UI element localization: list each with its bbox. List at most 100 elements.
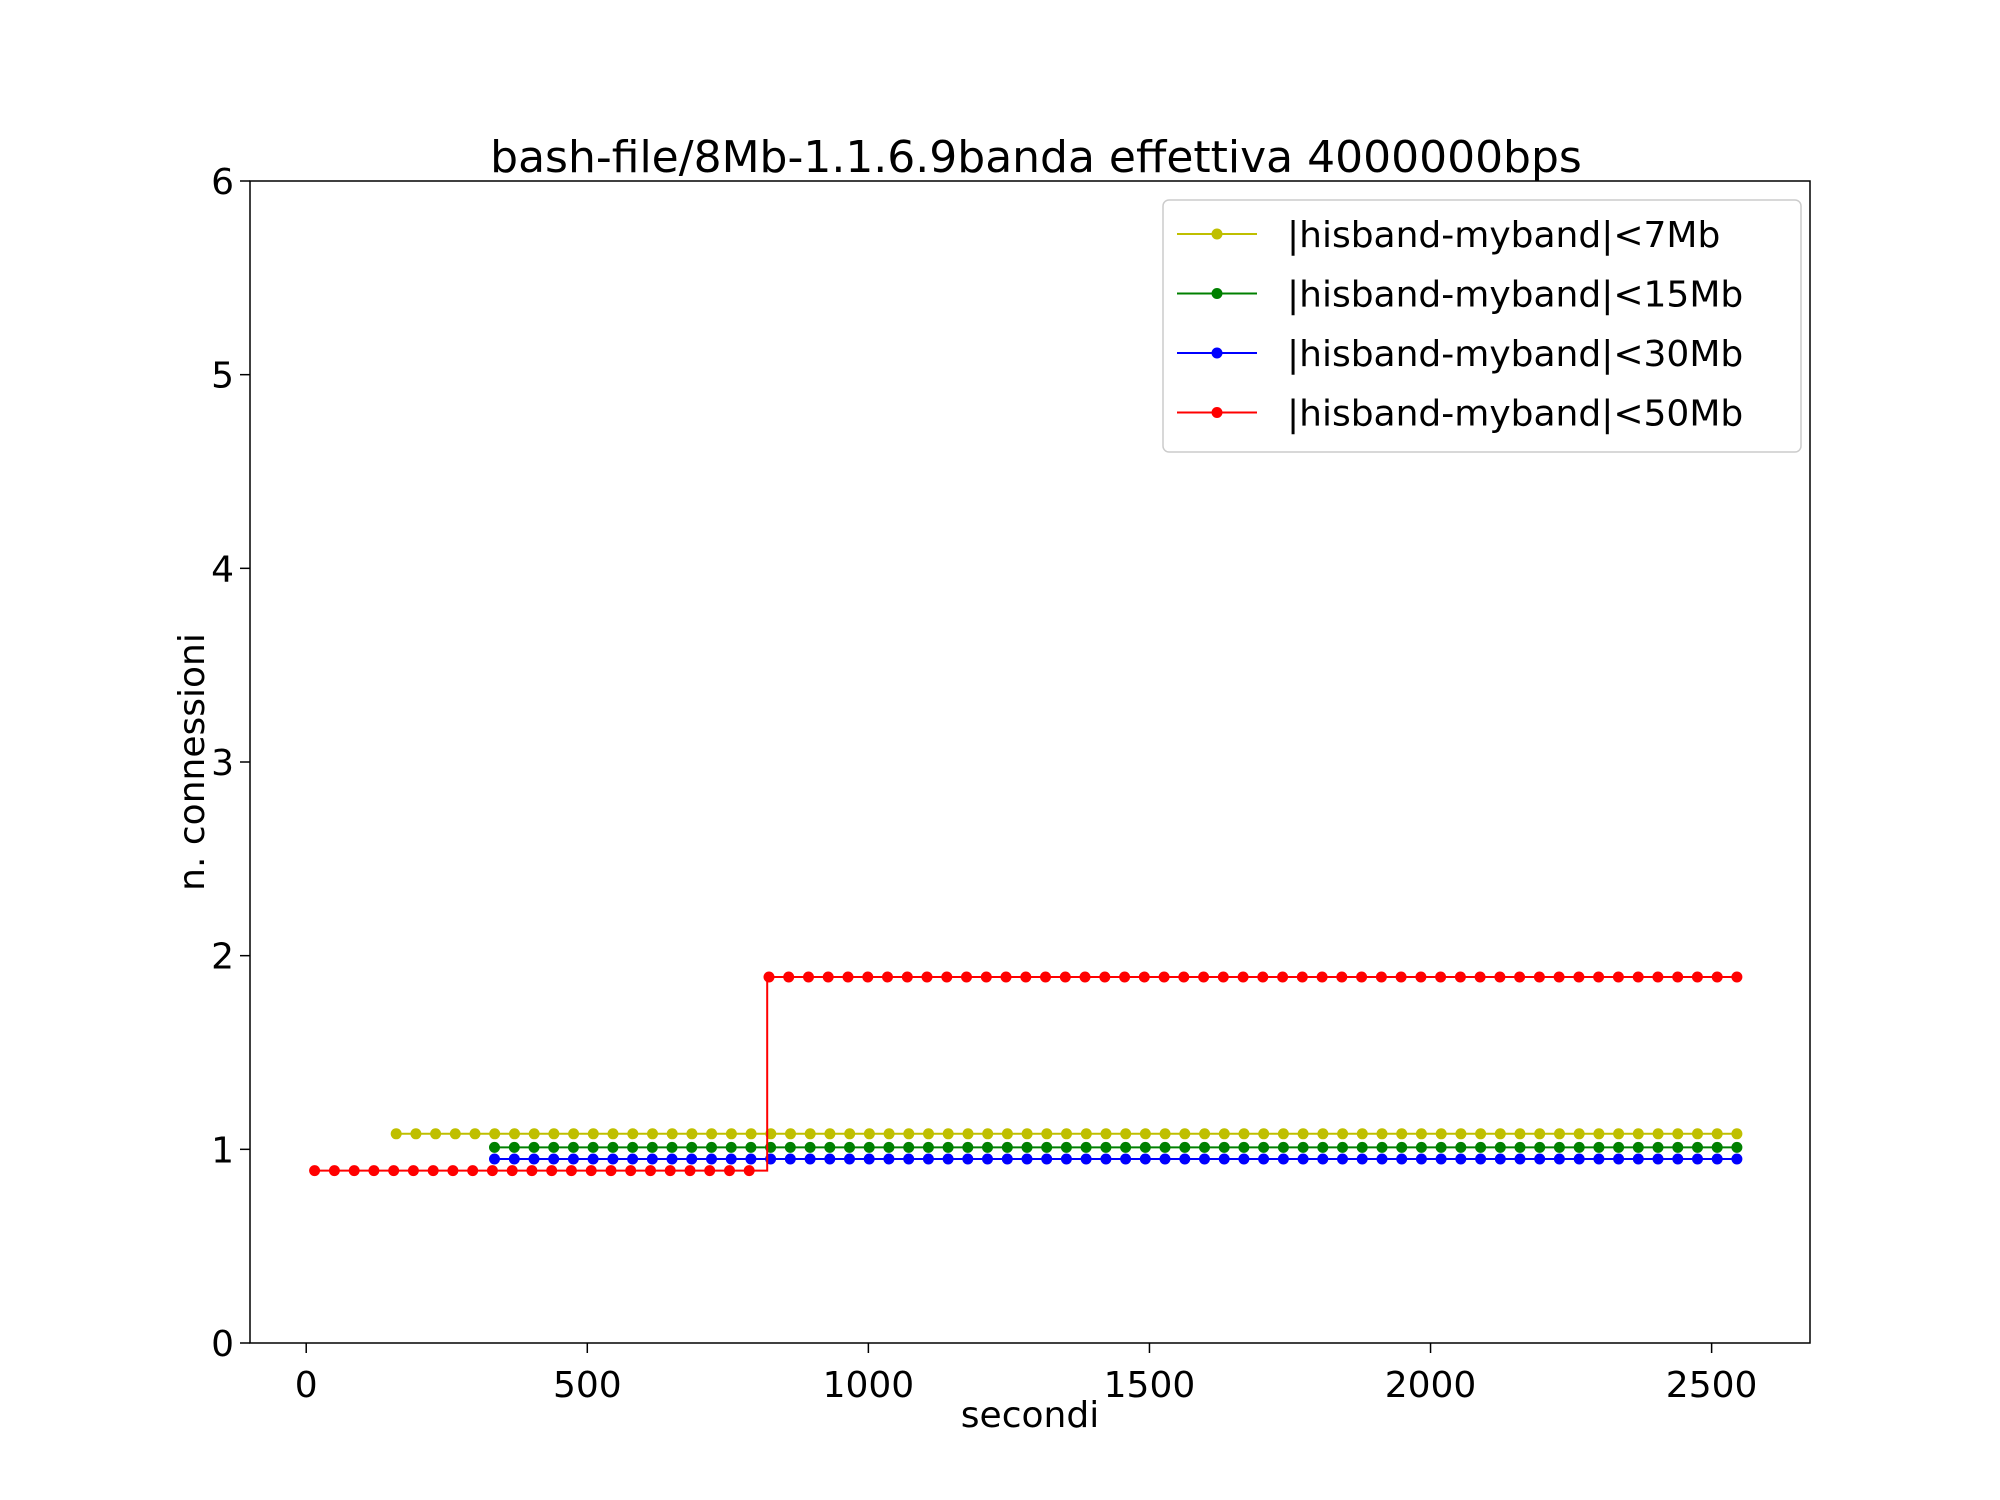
plot-area [309,971,1743,1177]
data-point [1296,971,1308,983]
data-point [1277,1141,1289,1153]
data-point [666,1153,678,1165]
y-tick-label: 3 [211,743,234,784]
data-point [1376,1128,1388,1140]
data-point [646,1141,658,1153]
data-point [1692,1141,1703,1153]
data-point [567,1153,579,1165]
data-point [1179,1128,1191,1140]
data-point [824,1128,836,1140]
data-point [725,1128,737,1140]
data-point [1692,1153,1703,1165]
data-point [309,1165,321,1177]
data-point [1120,1153,1132,1165]
data-point [1100,1153,1112,1165]
data-point [1297,1153,1309,1165]
data-point [489,1141,500,1153]
data-point [1218,1128,1230,1140]
data-point [706,1153,717,1165]
data-point [923,1128,934,1140]
data-point [784,1141,796,1153]
data-point [1494,1141,1506,1153]
data-point [328,1165,340,1177]
data-point [1297,1128,1309,1140]
data-point [1475,1153,1487,1165]
data-point [1632,1153,1644,1165]
data-point [1158,971,1170,983]
data-point [903,1153,915,1165]
data-point [627,1141,639,1153]
data-point [646,1153,658,1165]
data-point [627,1153,639,1165]
data-point [1356,971,1368,983]
data-point [1711,1141,1723,1153]
data-point [427,1165,439,1177]
data-point [1041,1141,1053,1153]
x-tick-label: 0 [295,1365,318,1406]
data-point [1593,1153,1605,1165]
data-point [1396,1128,1408,1140]
data-point [625,1165,637,1177]
data-point [1237,971,1249,983]
chart-title: bash-file/8Mb-1.1.6.9banda effettiva 400… [490,132,1582,183]
data-point [1613,1153,1625,1165]
legend-marker [1211,407,1223,418]
data-point [941,971,953,983]
data-point [962,1128,974,1140]
x-axis: 0 500 1000 1500 2000 2500 [295,1343,1757,1406]
data-point [567,1141,579,1153]
data-point [1475,1128,1487,1140]
data-point [348,1165,360,1177]
data-point [509,1128,520,1140]
data-point [1001,1153,1013,1165]
y-axis: 0 1 2 3 4 5 6 [211,162,250,1365]
x-tick-label: 2000 [1385,1365,1477,1406]
data-point [585,1165,597,1177]
data-point [489,1153,500,1165]
data-point [1217,971,1229,983]
data-point [842,971,854,983]
data-point [824,1141,836,1153]
data-point [1060,1141,1072,1153]
data-point [1080,1128,1092,1140]
data-point [1435,1128,1447,1140]
data-point [1139,1141,1151,1153]
data-point [467,1165,479,1177]
legend-marker [1211,347,1223,359]
data-point [1139,1153,1151,1165]
legend-box [1162,199,1802,453]
data-point [824,1153,836,1165]
data-point [1553,1153,1565,1165]
data-point [784,1153,796,1165]
data-point [565,1165,577,1177]
data-point [862,971,874,983]
data-point [1494,1153,1506,1165]
data-point [645,1165,656,1177]
data-point [1415,971,1427,983]
data-point [1100,1141,1112,1153]
data-point [1120,1128,1132,1140]
data-point [1553,1141,1565,1153]
data-point [961,971,972,983]
data-point [1573,1141,1585,1153]
data-point [1159,1153,1171,1165]
data-point [1632,1128,1644,1140]
data-point [942,1141,954,1153]
data-point [666,1128,678,1140]
data-point [883,1128,895,1140]
data-point [548,1153,560,1165]
data-point [1613,1128,1625,1140]
data-point [1218,1153,1230,1165]
data-point [1731,971,1743,983]
data-point [388,1165,400,1177]
data-point [1554,1128,1565,1140]
data-point [1021,1141,1033,1153]
data-point [844,1128,856,1140]
data-point [962,1141,974,1153]
data-point [684,1165,696,1177]
data-point [1455,1128,1467,1140]
legend-label: |hisband-myband|<7Mb [1287,215,1720,256]
data-point [706,1141,717,1153]
x-tick-label: 1500 [1104,1365,1196,1406]
data-point [587,1141,599,1153]
